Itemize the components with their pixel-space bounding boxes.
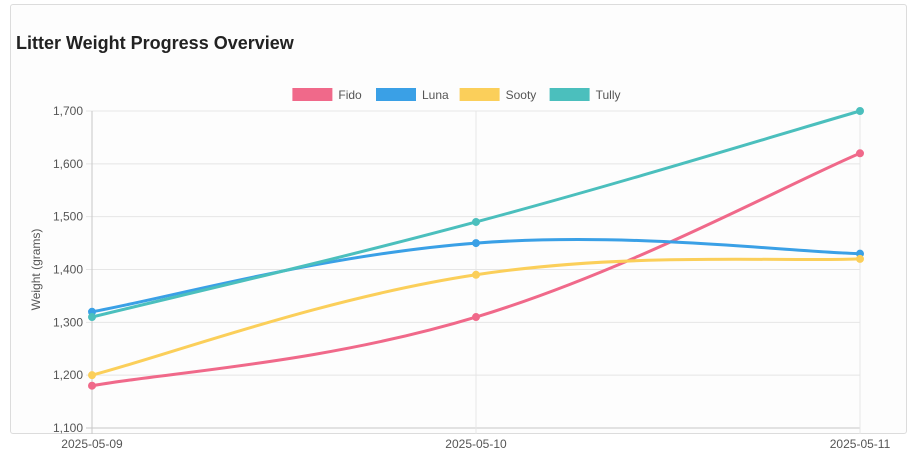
y-tick-label: 1,200 (53, 368, 83, 382)
x-tick-label: 2025-05-11 (830, 437, 891, 451)
y-tick-label: 1,500 (53, 210, 83, 224)
y-tick-label: 1,300 (53, 315, 83, 329)
y-tick-label: 1,600 (53, 157, 83, 171)
y-axis-title: Weight (grams) (29, 229, 43, 311)
legend-swatch (459, 88, 500, 101)
chart-card (10, 4, 907, 434)
legend-label: Fido (338, 88, 362, 102)
legend: Fido Luna Sooty Tully (292, 88, 620, 102)
y-tick-label: 1,400 (53, 263, 83, 277)
y-axis-ticks: 1,100 1,200 1,300 1,400 1,500 1,600 1,700 (53, 104, 83, 435)
page-title: Litter Weight Progress Overview (16, 33, 294, 53)
legend-label: Luna (422, 88, 449, 102)
legend-label: Tully (596, 88, 621, 102)
legend-item-sooty[interactable]: Sooty (459, 88, 537, 102)
series-lines (88, 107, 864, 390)
x-tick-label: 2025-05-09 (61, 437, 123, 451)
legend-item-fido[interactable]: Fido (292, 88, 362, 102)
y-tick-label: 1,100 (53, 421, 83, 435)
data-point-fido[interactable] (856, 149, 864, 158)
legend-label: Sooty (506, 88, 537, 102)
legend-swatch (376, 88, 416, 101)
legend-swatch (292, 88, 333, 101)
legend-swatch (549, 88, 590, 101)
data-point-fido[interactable] (472, 313, 480, 322)
x-axis-ticks: 2025-05-09 2025-05-10 2025-05-11 (61, 437, 890, 451)
data-point-tully[interactable] (472, 217, 480, 226)
data-point-tully[interactable] (88, 313, 96, 322)
data-point-tully[interactable] (856, 107, 864, 115)
x-tick-label: 2025-05-10 (445, 437, 507, 451)
legend-item-tully[interactable]: Tully (549, 88, 621, 102)
data-point-sooty[interactable] (856, 254, 864, 263)
y-tick-label: 1,700 (53, 104, 83, 118)
legend-item-luna[interactable]: Luna (376, 88, 449, 102)
data-point-sooty[interactable] (88, 371, 96, 380)
data-point-luna[interactable] (472, 239, 480, 248)
data-point-sooty[interactable] (472, 270, 480, 279)
data-point-fido[interactable] (88, 381, 96, 390)
grid-lines (86, 110, 861, 434)
